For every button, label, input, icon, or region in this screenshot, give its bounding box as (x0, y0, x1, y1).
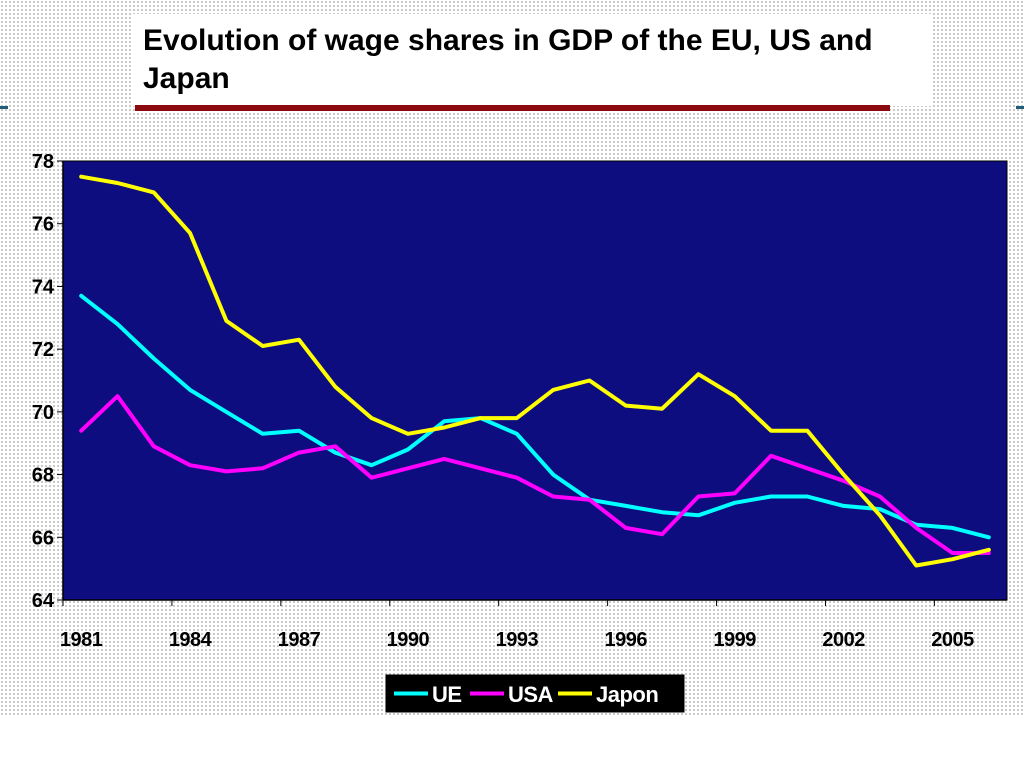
y-tick-label: 70 (32, 402, 54, 424)
x-tick-label: 1999 (713, 629, 756, 651)
y-tick-label: 66 (32, 527, 54, 549)
x-tick-label: 1990 (387, 629, 430, 651)
y-tick-label: 64 (32, 590, 55, 612)
x-tick-label: 1987 (278, 629, 321, 651)
series-line-ue (79, 293, 991, 540)
legend: UE USA Japon (385, 674, 685, 713)
x-tick-label: 1996 (605, 629, 648, 651)
legend-label-usa: USA (508, 682, 554, 707)
chart-title: Evolution of wage shares in GDP of the E… (143, 24, 873, 95)
legend-label-japon: Japon (596, 682, 658, 707)
plot-area (62, 160, 1008, 601)
y-tick-label: 74 (32, 276, 55, 298)
x-tick-label: 2005 (931, 629, 974, 651)
series-line-japon (79, 174, 991, 568)
y-tick-label: 68 (32, 465, 54, 487)
y-tick-label: 76 (32, 214, 54, 236)
y-tick-label: 78 (32, 151, 54, 173)
series-line-usa (79, 394, 991, 555)
legend-label-ue: UE (432, 682, 462, 707)
x-tick-label: 1981 (60, 629, 103, 651)
y-tick-label: 72 (32, 339, 54, 361)
legend-box (385, 674, 685, 713)
title-box: Evolution of wage shares in GDP of the E… (133, 14, 931, 106)
title-underline (135, 105, 890, 111)
left-accent-line (0, 106, 8, 109)
x-tick-label: 1984 (169, 629, 213, 651)
right-accent-line (1016, 106, 1024, 109)
x-tick-label: 2002 (822, 629, 865, 651)
x-tick-label: 1993 (496, 629, 539, 651)
